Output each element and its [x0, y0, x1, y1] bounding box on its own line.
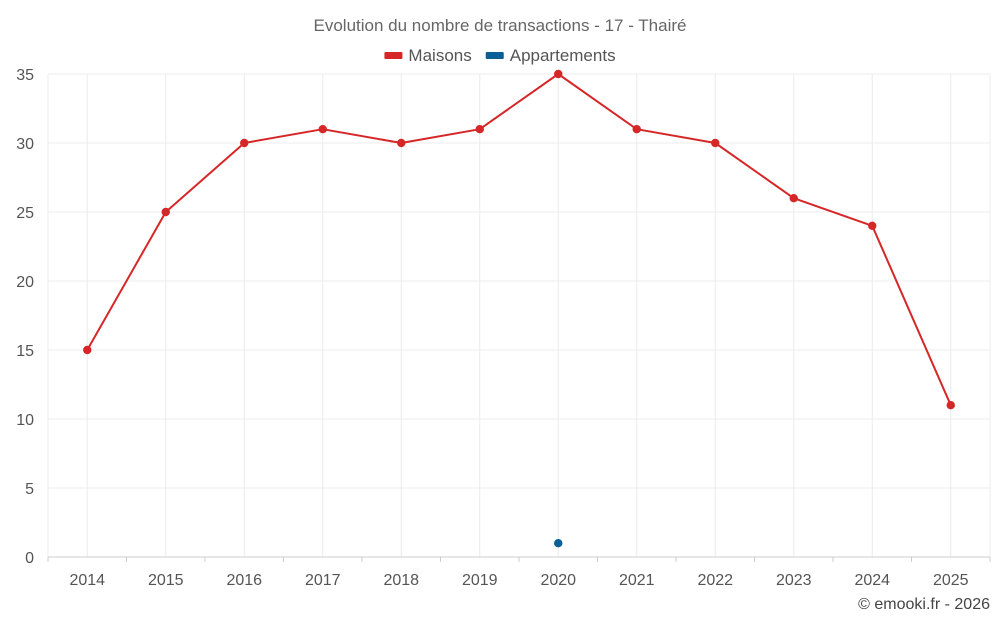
x-tick-label: 2019	[462, 572, 498, 589]
data-point-maisons-2022	[711, 138, 720, 148]
x-tick-label: 2021	[619, 572, 655, 589]
legend-swatch-maisons	[384, 52, 403, 59]
y-tick-label: 5	[25, 481, 34, 498]
x-tick-label: 2025	[933, 572, 969, 589]
data-point-maisons-2016	[240, 138, 249, 148]
y-tick-label: 20	[16, 274, 34, 291]
x-tick-label: 2016	[226, 572, 262, 589]
data-point-maisons-2019	[475, 125, 484, 134]
data-point-maisons-2015	[161, 207, 170, 217]
data-point-maisons-2018	[397, 138, 406, 148]
x-tick-label: 2014	[69, 572, 105, 589]
data-point-maisons-2014	[83, 345, 92, 355]
grid	[47, 73, 991, 557]
x-tick-label: 2022	[697, 572, 733, 589]
legend-label-maisons: Maisons	[408, 46, 471, 65]
y-tick-label: 35	[16, 67, 34, 84]
y-tick-label: 15	[16, 343, 34, 360]
data-point-maisons-2017	[318, 125, 327, 134]
x-tick-label: 2015	[148, 572, 184, 589]
y-tick-label: 10	[16, 412, 34, 429]
credit-text: © emooki.fr - 2026	[858, 596, 990, 613]
series-line-maisons	[86, 73, 952, 406]
data-point-maisons-2024	[868, 221, 877, 230]
x-tick-label: 2018	[383, 572, 419, 589]
x-tick-label: 2020	[540, 572, 576, 589]
legend-swatch-appartements	[485, 52, 504, 59]
data-point-maisons-2021	[632, 125, 641, 134]
series	[83, 69, 955, 548]
x-tick-label: 2024	[854, 572, 890, 589]
chart-title: Evolution du nombre de transactions - 17…	[314, 16, 687, 35]
data-point-maisons-2023	[789, 194, 798, 203]
data-point-maisons-2025	[946, 401, 955, 410]
y-tick-label: 0	[25, 550, 34, 567]
x-tick-label: 2017	[305, 572, 341, 589]
legend: Maisons Appartements	[384, 46, 616, 65]
y-tick-label: 30	[16, 136, 34, 153]
y-tick-label: 25	[16, 205, 34, 222]
legend-label-appartements: Appartements	[510, 46, 616, 65]
x-tick-label: 2023	[776, 572, 812, 589]
data-point-maisons-2020	[554, 69, 563, 79]
data-point-appartements-2020	[554, 539, 563, 548]
